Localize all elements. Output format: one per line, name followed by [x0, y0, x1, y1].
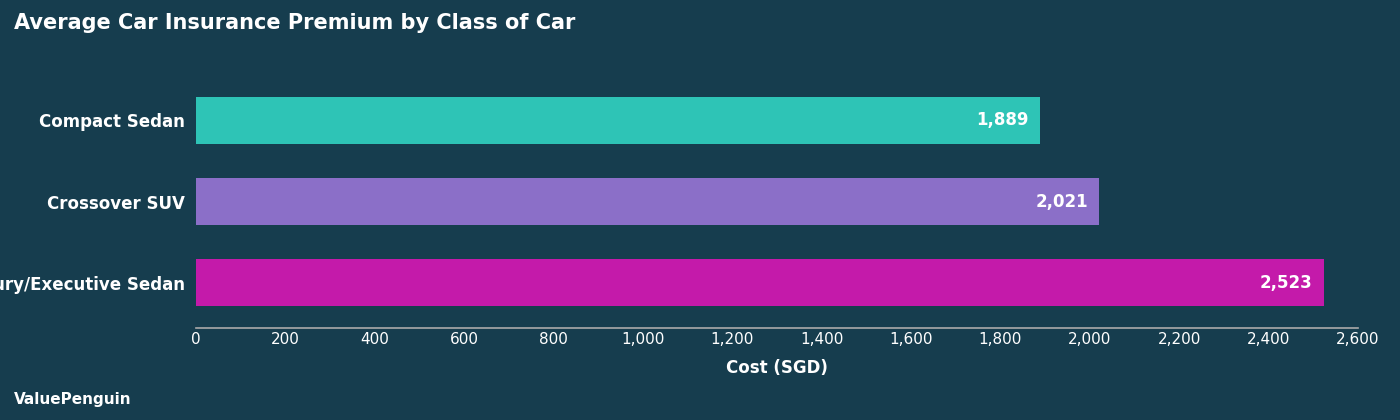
Bar	[196, 178, 1099, 225]
Text: 2,523: 2,523	[1260, 274, 1312, 292]
Bar	[196, 259, 1323, 307]
X-axis label: Cost (SGD): Cost (SGD)	[727, 359, 827, 377]
Text: ValuePenguin: ValuePenguin	[14, 392, 132, 407]
Text: 2,021: 2,021	[1036, 193, 1088, 210]
Text: 1,889: 1,889	[977, 111, 1029, 129]
Bar	[196, 97, 1040, 144]
Text: Average Car Insurance Premium by Class of Car: Average Car Insurance Premium by Class o…	[14, 13, 575, 33]
